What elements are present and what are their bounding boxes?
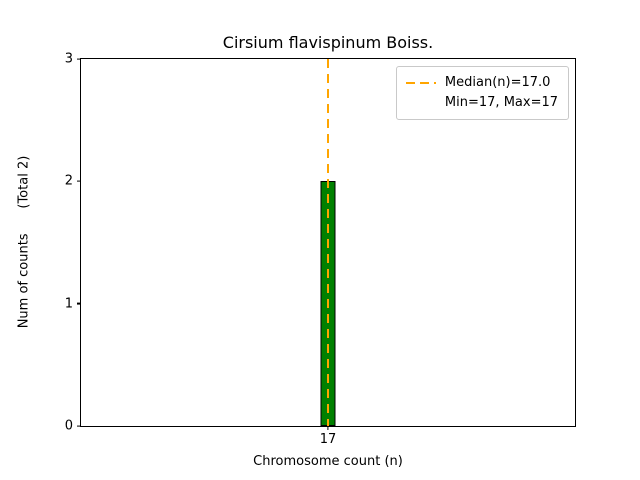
median-line bbox=[327, 59, 329, 426]
y-tick-label: 1 bbox=[64, 296, 73, 312]
y-tick-mark bbox=[77, 180, 81, 182]
y-tick-label: 2 bbox=[64, 173, 73, 189]
y-axis-label: Num of counts (Total 2) bbox=[16, 155, 32, 329]
legend-entry-median: Median(n)=17.0 bbox=[405, 73, 558, 93]
y-tick-mark bbox=[77, 425, 81, 427]
legend-minmax-label: Min=17, Max=17 bbox=[444, 95, 558, 110]
legend: Median(n)=17.0 Min=17, Max=17 bbox=[395, 66, 569, 120]
legend-entry-minmax: Min=17, Max=17 bbox=[406, 93, 558, 113]
x-axis-label: Chromosome count (n) bbox=[253, 454, 403, 469]
y-tick-label: 3 bbox=[64, 51, 73, 67]
y-tick-mark bbox=[77, 303, 81, 305]
y-tick-label: 0 bbox=[64, 418, 73, 434]
y-tick-mark bbox=[77, 58, 81, 60]
legend-median-label: Median(n)=17.0 bbox=[444, 75, 551, 90]
chart-title: Cirsium flavispinum Boiss. bbox=[222, 33, 434, 52]
x-tick-label: 17 bbox=[319, 432, 337, 447]
plot-area: Median(n)=17.0 Min=17, Max=17 0 1 2 3 17 bbox=[65, 53, 576, 446]
legend-minmax-spacer bbox=[406, 102, 436, 104]
x-tick-mark bbox=[327, 426, 329, 430]
legend-median-dashed-line-sample bbox=[405, 82, 436, 84]
